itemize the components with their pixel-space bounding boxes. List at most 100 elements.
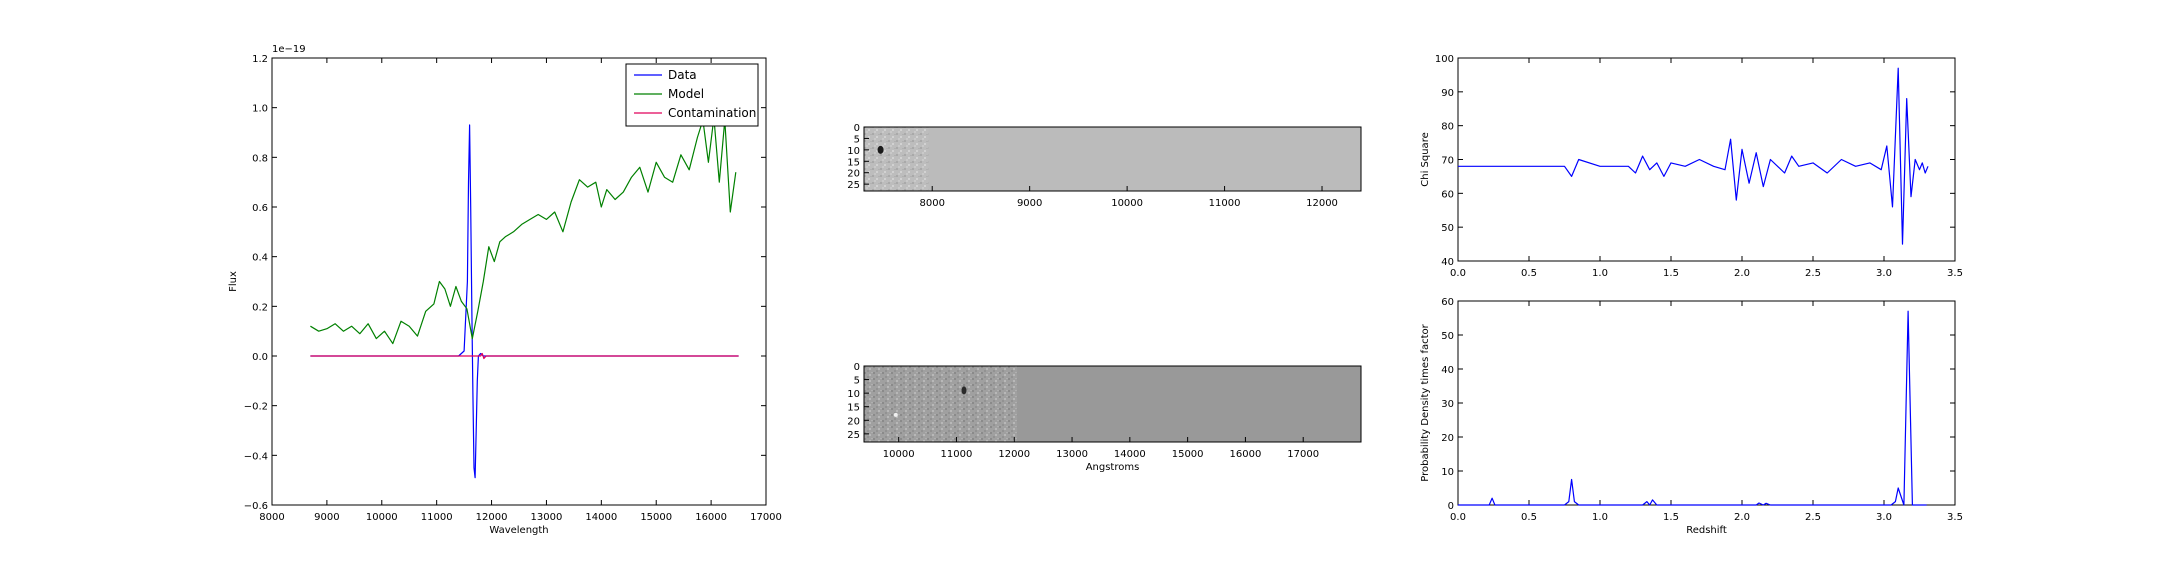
x-tick-label: 9000: [1017, 198, 1042, 209]
y-tick-label: 100: [1435, 54, 1454, 65]
x-tick-label: 8000: [259, 512, 284, 523]
x-tick-label: 2.5: [1805, 268, 1821, 279]
panel-spectrum: 8000 9000 10000 11000 12000 13000 14000 15000 16…: [228, 44, 782, 536]
x-tick-label: 10000: [366, 512, 398, 523]
x-tick-label: 1.0: [1592, 512, 1608, 523]
y-tick-label: 30: [1441, 399, 1454, 410]
panel-probability-density: 0.0 0.5 1.0 1.5 2.0 2.5 3.0 3.5 0 10 20 30 40 50 60 Red…: [1420, 297, 1963, 536]
x-tick-label: 0.0: [1450, 268, 1466, 279]
image-spot: [961, 386, 967, 395]
y-tick-label: 0: [1448, 501, 1454, 512]
y-axis-label: Chi Square: [1420, 132, 1431, 186]
x-tick-label: 17000: [1287, 449, 1319, 460]
y-tick-label: 50: [1441, 223, 1454, 234]
x-tick-label: 15000: [1172, 449, 1204, 460]
x-tick-label: 11000: [421, 512, 453, 523]
axis-offset-text: 1e−19: [272, 44, 306, 55]
y-tick-label: 5: [854, 134, 860, 145]
y-tick-label: 90: [1441, 88, 1454, 99]
x-tick-label: 2.0: [1734, 268, 1750, 279]
y-tick-label: 20: [847, 416, 860, 427]
x-tick-label: 11000: [1209, 198, 1241, 209]
y-tick-label: 0.0: [252, 352, 268, 363]
x-axis-label: Wavelength: [489, 525, 548, 536]
axes-frame: [863, 126, 1362, 192]
x-tick-label: 1.0: [1592, 268, 1608, 279]
x-tick-label: 1.5: [1663, 268, 1679, 279]
x-tick-label: 12000: [998, 449, 1030, 460]
x-tick-label: 15000: [640, 512, 672, 523]
y-tick-label: 20: [1441, 433, 1454, 444]
x-tick-label: 14000: [1114, 449, 1146, 460]
legend-entry: Data: [668, 68, 697, 82]
x-tick-label: 1.5: [1663, 512, 1679, 523]
axes-frame: [1457, 57, 1956, 262]
panel-chi-square: 0.0 0.5 1.0 1.5 2.0 2.5 3.0 3.5 40 50 60 70 80 90 100 C…: [1420, 54, 1963, 279]
x-tick-label: 16000: [695, 512, 727, 523]
x-tick-label: 3.5: [1947, 268, 1963, 279]
y-tick-label: 60: [1441, 297, 1454, 308]
y-tick-label: 25: [847, 430, 860, 441]
x-tick-label: 10000: [883, 449, 915, 460]
series-line-0: [1458, 310, 1927, 506]
y-axis-label: Flux: [228, 271, 239, 292]
x-tick-label: 3.0: [1876, 268, 1892, 279]
x-tick-label: 2.5: [1805, 512, 1821, 523]
y-tick-label: −0.4: [244, 451, 268, 462]
y-tick-label: 80: [1441, 122, 1454, 133]
y-tick-label: 15: [847, 403, 860, 414]
x-tick-label: 0.0: [1450, 512, 1466, 523]
series-line-0: [1458, 67, 1929, 245]
axes-frame: [863, 365, 1362, 443]
y-tick-label: 50: [1441, 331, 1454, 342]
legend-entry: Contamination: [668, 106, 756, 120]
x-tick-label: 2.0: [1734, 512, 1750, 523]
y-tick-label: 1.2: [252, 54, 268, 65]
x-tick-label: 14000: [585, 512, 617, 523]
y-tick-label: 0: [854, 123, 860, 134]
image-spot: [893, 412, 898, 417]
x-tick-label: 11000: [941, 449, 973, 460]
x-tick-label: 12000: [476, 512, 508, 523]
y-tick-label: 10: [1441, 467, 1454, 478]
series-line-data: [310, 124, 739, 479]
x-tick-label: 8000: [919, 198, 944, 209]
image-texture: [864, 127, 929, 191]
y-tick-label: 5: [854, 376, 860, 387]
y-tick-label: 0.2: [252, 302, 268, 313]
x-tick-label: 13000: [531, 512, 563, 523]
axes-frame: [271, 57, 767, 506]
y-tick-label: 25: [847, 180, 860, 191]
x-tick-label: 13000: [1056, 449, 1088, 460]
x-tick-label: 0.5: [1521, 512, 1537, 523]
axes-frame: [1457, 300, 1956, 506]
series-line-model: [310, 116, 737, 345]
y-tick-label: 0.4: [252, 253, 268, 264]
y-tick-label: 60: [1441, 189, 1454, 200]
y-tick-label: 10: [847, 389, 860, 400]
y-tick-label: 20: [847, 169, 860, 180]
image-spot: [877, 145, 884, 154]
x-tick-label: 16000: [1230, 449, 1262, 460]
x-tick-label: 10000: [1111, 198, 1143, 209]
legend: Data Model Contamination: [625, 63, 759, 127]
x-tick-label: 17000: [750, 512, 782, 523]
x-tick-label: 9000: [314, 512, 339, 523]
panel-image-bottom: 10000 11000 12000 13000 14000 15000 16000 17000…: [847, 362, 1362, 473]
x-tick-label: 3.0: [1876, 512, 1892, 523]
y-tick-label: 70: [1441, 156, 1454, 167]
image-background: [864, 127, 1361, 191]
image-texture: [864, 366, 1018, 442]
legend-box: [625, 63, 759, 127]
y-tick-label: 40: [1441, 365, 1454, 376]
y-tick-label: 0.6: [252, 203, 268, 214]
y-tick-label: 40: [1441, 257, 1454, 268]
y-tick-label: 1.0: [252, 104, 268, 115]
x-tick-label: 3.5: [1947, 512, 1963, 523]
x-tick-label: 12000: [1306, 198, 1338, 209]
y-tick-label: 0.8: [252, 153, 268, 164]
y-tick-label: 10: [847, 146, 860, 157]
y-tick-label: 15: [847, 157, 860, 168]
